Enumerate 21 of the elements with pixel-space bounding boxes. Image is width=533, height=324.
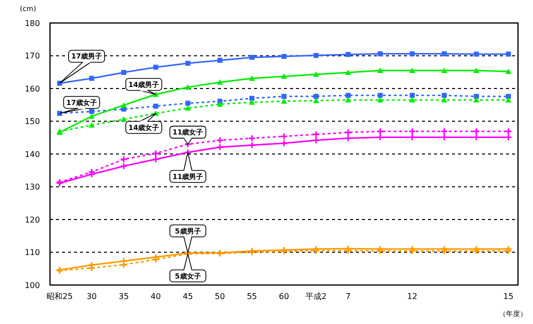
y-tick-label: 160 — [24, 84, 40, 94]
x-tick-label: 12 — [407, 292, 418, 301]
x-tick-label: 15 — [503, 292, 514, 301]
y-tick-label: 170 — [24, 52, 40, 61]
x-tick-label: 35 — [118, 292, 129, 301]
y-tick-label: 140 — [24, 150, 40, 159]
y-tick-label: 180 — [24, 18, 40, 28]
x-tick-label: 55 — [246, 292, 258, 301]
x-tick-label: 昭和25 — [46, 292, 73, 301]
y-tick-label: 110 — [24, 248, 40, 258]
x-tick-label: 50 — [214, 292, 225, 301]
y-tick-label: 130 — [24, 182, 40, 192]
x-tick-label: 60 — [278, 292, 290, 301]
y-tick-label: 100 — [24, 280, 40, 290]
x-tick-label: 30 — [86, 292, 97, 301]
x-tick-label: 7 — [346, 292, 351, 301]
y-tick-label: 120 — [24, 215, 40, 224]
x-tick-label: 平成2 — [306, 292, 327, 301]
x-tick-label: 40 — [150, 292, 161, 301]
y-tick-label: 150 — [24, 117, 40, 126]
x-tick-label: 45 — [182, 292, 193, 301]
